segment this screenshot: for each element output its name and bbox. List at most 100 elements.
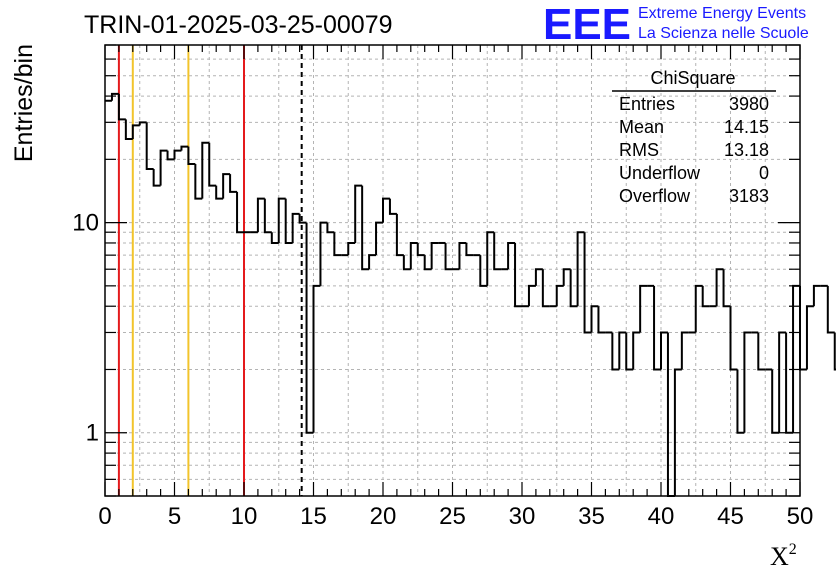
histogram-bin bbox=[569, 269, 578, 308]
histogram-bin bbox=[326, 222, 335, 234]
stats-box: ChiSquare Entries 3980 Mean 14.15 RMS 13… bbox=[612, 68, 776, 206]
histogram-bin bbox=[416, 242, 425, 257]
histogram-bin bbox=[743, 331, 752, 433]
run-title: TRIN-01-2025-03-25-00079 bbox=[84, 11, 393, 39]
histogram-bin bbox=[312, 284, 321, 433]
x-tick-label: 50 bbox=[787, 503, 814, 530]
histogram-bin bbox=[180, 145, 189, 151]
y-tick-label: 10 bbox=[72, 210, 99, 237]
logo-line-1: Extreme Energy Events bbox=[638, 5, 806, 22]
histogram-bin bbox=[639, 284, 648, 333]
histogram-bin bbox=[465, 242, 474, 257]
histogram-bin bbox=[229, 174, 238, 193]
histogram-bin bbox=[347, 241, 356, 256]
histogram-bin bbox=[673, 368, 682, 496]
histogram-bin bbox=[382, 197, 390, 223]
histogram-bin bbox=[680, 331, 689, 370]
stats-label-entries: Entries bbox=[619, 94, 675, 114]
histogram-bin bbox=[812, 284, 821, 307]
y-axis-label: Entries/bin bbox=[10, 44, 38, 162]
histogram-bin bbox=[611, 332, 620, 371]
histogram-bin bbox=[402, 255, 411, 271]
histogram-bin bbox=[117, 93, 126, 121]
x-tick-label: 25 bbox=[439, 503, 466, 530]
histogram-bin bbox=[534, 268, 543, 286]
histogram-bin bbox=[145, 122, 154, 170]
histogram-bin bbox=[527, 284, 536, 307]
stats-label-underflow: Underflow bbox=[619, 163, 701, 183]
histogram-bin bbox=[722, 269, 731, 308]
histogram-bin bbox=[444, 242, 453, 271]
histogram-bin bbox=[263, 198, 272, 234]
histogram-bin bbox=[305, 222, 314, 434]
histogram-bin bbox=[333, 232, 342, 257]
stats-label-rms: RMS bbox=[619, 140, 659, 160]
histogram-bin bbox=[284, 198, 293, 244]
x-tick-label: 45 bbox=[717, 503, 744, 530]
histogram-bin bbox=[409, 241, 418, 270]
histogram-bin bbox=[833, 332, 836, 371]
histogram-bin bbox=[166, 150, 175, 161]
histogram-bin bbox=[555, 284, 564, 307]
histogram-bin bbox=[694, 284, 703, 333]
histogram-bin bbox=[423, 255, 432, 271]
x-tick-label: 40 bbox=[648, 503, 675, 530]
histogram-bin bbox=[277, 197, 286, 243]
histogram-bin bbox=[778, 331, 787, 433]
x-axis-label-base: X bbox=[770, 542, 789, 571]
histogram-bin bbox=[632, 331, 641, 370]
histogram-bin bbox=[152, 168, 161, 187]
histogram-series bbox=[105, 92, 836, 497]
axis-ticks bbox=[104, 44, 801, 497]
x-tick-label: 15 bbox=[300, 503, 327, 530]
stats-title: ChiSquare bbox=[650, 68, 735, 88]
histogram-bin bbox=[298, 213, 307, 224]
histogram-bin bbox=[256, 197, 265, 233]
histogram-bin bbox=[194, 164, 203, 200]
x-tick-label: 35 bbox=[578, 503, 605, 530]
histogram-bin bbox=[319, 221, 328, 286]
histogram-bin bbox=[368, 254, 377, 270]
histogram-bin bbox=[625, 332, 634, 371]
stats-value-overflow: 3183 bbox=[729, 186, 769, 206]
histogram-bin bbox=[583, 232, 592, 334]
histogram-bin bbox=[361, 185, 370, 271]
histogram-bin bbox=[173, 149, 182, 160]
histogram-bin bbox=[236, 191, 244, 234]
x-tick-label: 20 bbox=[370, 503, 397, 530]
histogram-bin bbox=[597, 306, 606, 334]
histogram-bin bbox=[222, 173, 231, 199]
stats-value-rms: 13.18 bbox=[724, 140, 769, 160]
histogram-bin bbox=[729, 306, 738, 371]
stats-label-overflow: Overflow bbox=[619, 186, 691, 206]
histogram-bin bbox=[388, 198, 397, 215]
histogram-bin bbox=[201, 141, 210, 199]
stats-label-mean: Mean bbox=[619, 117, 664, 137]
y-tick-label: 1 bbox=[86, 420, 99, 447]
histogram-bin bbox=[653, 285, 661, 371]
histogram-bin bbox=[618, 331, 627, 370]
histogram-bin bbox=[590, 305, 599, 333]
histogram-bin bbox=[562, 268, 571, 286]
histogram-bin bbox=[576, 231, 585, 307]
histogram-bin bbox=[354, 184, 363, 243]
histogram-bin bbox=[701, 285, 710, 308]
stats-value-mean: 14.15 bbox=[724, 117, 769, 137]
histogram-bin bbox=[715, 268, 724, 307]
histogram-bin bbox=[395, 213, 404, 257]
x-tick-label: 10 bbox=[231, 503, 258, 530]
histogram-bin bbox=[138, 121, 147, 126]
x-tick-label: 30 bbox=[509, 503, 536, 530]
histogram-bin bbox=[541, 269, 550, 308]
histogram-bin bbox=[479, 255, 488, 287]
histogram-bin bbox=[208, 142, 217, 187]
histogram-bin bbox=[826, 285, 835, 334]
histogram-bin bbox=[291, 212, 300, 243]
histogram-bin bbox=[215, 185, 224, 200]
histogram-bin bbox=[270, 232, 279, 244]
histogram-bin bbox=[430, 241, 439, 270]
logo-line-2: La Scienza nelle Scuole bbox=[638, 25, 809, 42]
histogram-bin bbox=[507, 241, 516, 270]
histogram-bin bbox=[110, 92, 119, 101]
